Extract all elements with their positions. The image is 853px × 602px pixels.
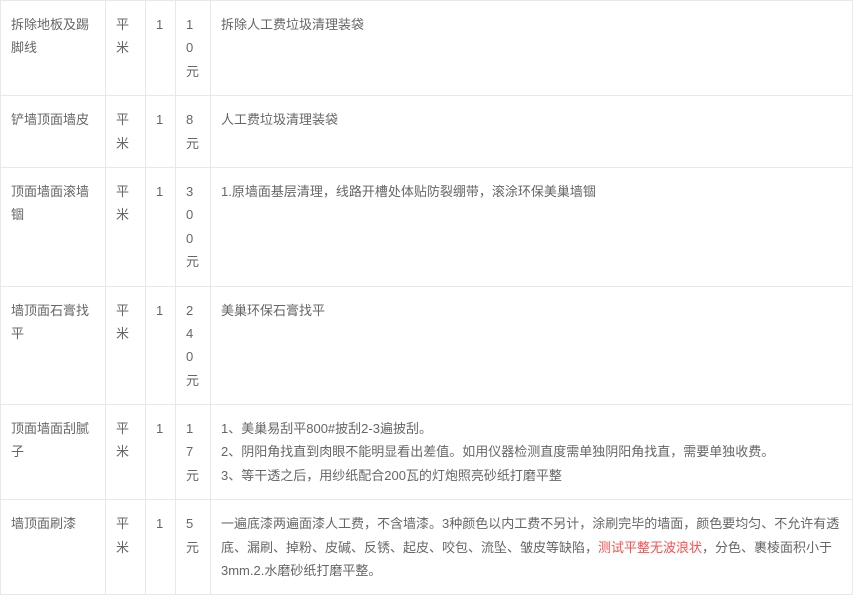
cell-price: 17元 — [176, 405, 211, 500]
cell-price: 240元 — [176, 286, 211, 405]
desc-text: 1、美巢易刮平800#披刮2-3遍披刮。 — [221, 421, 432, 436]
cell-unit: 平米 — [106, 167, 146, 286]
cell-unit: 平米 — [106, 405, 146, 500]
cell-unit: 平米 — [106, 500, 146, 595]
desc-text: 3、等干透之后，用纱纸配合200瓦的灯炮照亮砂纸打磨平整 — [221, 468, 562, 483]
cell-price: 5元 — [176, 500, 211, 595]
table-row: 顶面墙面滚墙锢平米1300元 1.原墙面基层清理，线路开槽处体贴防裂绷带，滚涂环保… — [1, 167, 853, 286]
desc-text: 拆除人工费垃圾清理装袋 — [221, 17, 364, 32]
cell-name: 墙顶面石膏找平 — [1, 286, 106, 405]
table-row: 墙顶面石膏找平平米1240元美巢环保石膏找平 — [1, 286, 853, 405]
cell-unit: 平米 — [106, 96, 146, 168]
desc-highlight: 测试平整无波浪状 — [598, 540, 702, 555]
cell-qty: 1 — [146, 167, 176, 286]
desc-text: 2、阴阳角找直到肉眼不能明显看出差值。如用仪器检测直度需单独阴阳角找直，需要单独… — [221, 444, 774, 459]
cell-qty: 1 — [146, 96, 176, 168]
cell-price: 8元 — [176, 96, 211, 168]
table-row: 拆除地板及踢脚线平米110元拆除人工费垃圾清理装袋 — [1, 1, 853, 96]
cell-desc: 拆除人工费垃圾清理装袋 — [211, 1, 853, 96]
desc-text: 美巢环保石膏找平 — [221, 303, 325, 318]
cell-desc: 一遍底漆两遍面漆人工费，不含墙漆。3种颜色以内工费不另计，涂刷完毕的墙面，颜色要… — [211, 500, 853, 595]
table-row: 顶面墙面刮腻子平米117元 1、美巢易刮平800#披刮2-3遍披刮。 2、阴阳角找直… — [1, 405, 853, 500]
cell-qty: 1 — [146, 286, 176, 405]
cell-name: 拆除地板及踢脚线 — [1, 1, 106, 96]
table-row: 铲墙顶面墙皮平米18元人工费垃圾清理装袋 — [1, 96, 853, 168]
cell-price: 300元 — [176, 167, 211, 286]
cell-name: 墙顶面刷漆 — [1, 500, 106, 595]
table-row: 墙顶面刷漆平米15元一遍底漆两遍面漆人工费，不含墙漆。3种颜色以内工费不另计，涂… — [1, 500, 853, 595]
cell-desc: 美巢环保石膏找平 — [211, 286, 853, 405]
pricing-table: 拆除地板及踢脚线平米110元拆除人工费垃圾清理装袋铲墙顶面墙皮平米18元人工费垃… — [0, 0, 853, 595]
cell-name: 铲墙顶面墙皮 — [1, 96, 106, 168]
cell-unit: 平米 — [106, 286, 146, 405]
cell-price: 10元 — [176, 1, 211, 96]
cell-unit: 平米 — [106, 1, 146, 96]
cell-name: 顶面墙面滚墙锢 — [1, 167, 106, 286]
cell-qty: 1 — [146, 405, 176, 500]
cell-desc: 人工费垃圾清理装袋 — [211, 96, 853, 168]
cell-desc: 1.原墙面基层清理，线路开槽处体贴防裂绷带，滚涂环保美巢墙锢 — [211, 167, 853, 286]
desc-text: 1.原墙面基层清理，线路开槽处体贴防裂绷带，滚涂环保美巢墙锢 — [221, 184, 596, 199]
cell-qty: 1 — [146, 1, 176, 96]
desc-text: 人工费垃圾清理装袋 — [221, 112, 338, 127]
cell-qty: 1 — [146, 500, 176, 595]
cell-name: 顶面墙面刮腻子 — [1, 405, 106, 500]
cell-desc: 1、美巢易刮平800#披刮2-3遍披刮。 2、阴阳角找直到肉眼不能明显看出差值。如… — [211, 405, 853, 500]
